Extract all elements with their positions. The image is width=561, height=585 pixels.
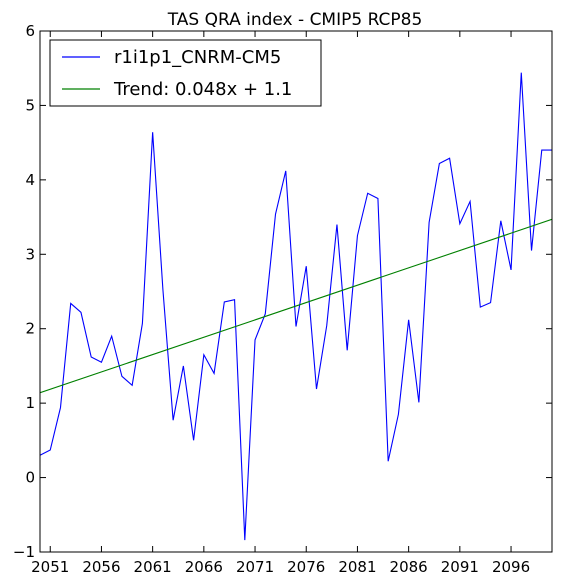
- y-tick-label: 2: [25, 320, 35, 338]
- x-tick-label: 2061: [134, 558, 172, 576]
- x-tick-label: 2081: [338, 558, 376, 576]
- series-line-trend: [40, 218, 552, 394]
- x-tick-label: 2091: [441, 558, 479, 576]
- x-tick-label: 2086: [390, 558, 428, 576]
- y-tick-label: 3: [25, 245, 35, 263]
- x-tick-label: 2096: [492, 558, 530, 576]
- legend-label: Trend: 0.048x + 1.1: [113, 79, 292, 100]
- x-tick-label: 2071: [236, 558, 274, 576]
- y-tick-label: 1: [25, 394, 35, 412]
- y-tick-label: 4: [25, 171, 35, 189]
- series-line-model: [40, 72, 552, 541]
- y-tick-label: 5: [25, 96, 35, 114]
- y-tick-label: 6: [25, 22, 35, 40]
- legend-label: r1i1p1_CNRM-CM5: [114, 47, 281, 68]
- x-tick-label: 2076: [287, 558, 325, 576]
- chart-title: TAS QRA index - CMIP5 RCP85: [167, 10, 423, 30]
- legend-box: [49, 39, 322, 107]
- x-tick-label: 2051: [31, 558, 69, 576]
- y-tick-label: 0: [25, 469, 35, 487]
- plot-frame: [39, 30, 553, 553]
- x-tick-label: 2066: [185, 558, 223, 576]
- x-tick-label: 2056: [82, 558, 120, 576]
- y-tick-label: −1: [13, 543, 35, 561]
